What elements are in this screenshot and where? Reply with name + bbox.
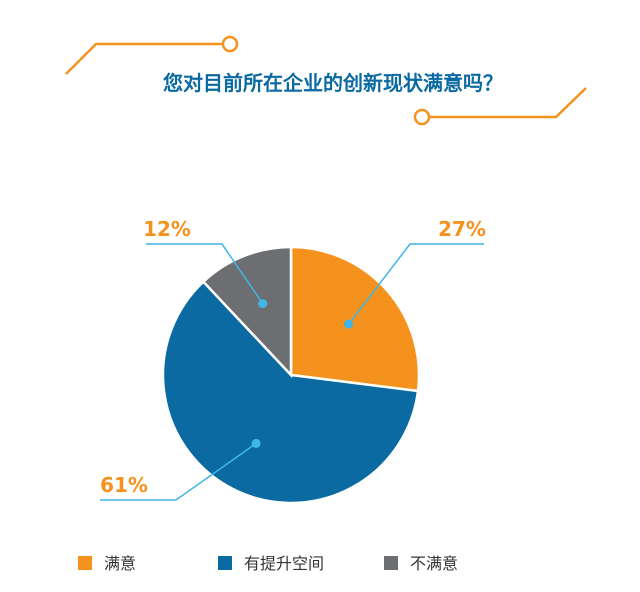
decoration-dot-top xyxy=(221,35,239,53)
leader-dot-2 xyxy=(251,438,261,448)
data-label-2: 61% xyxy=(100,473,148,497)
pie-labels: 27% 61% 12% xyxy=(100,217,486,501)
legend: 满意 有提升空间 不满意 xyxy=(78,554,458,573)
decoration-line-top xyxy=(65,42,222,75)
legend-swatch-1 xyxy=(78,556,92,570)
data-label-3: 12% xyxy=(143,217,191,241)
legend-swatch-2 xyxy=(218,556,232,570)
decoration-line-right xyxy=(430,87,587,119)
pie-slice-2 xyxy=(161,279,420,505)
data-label-1: 27% xyxy=(438,217,486,241)
leader-line-3 xyxy=(146,243,264,305)
legend-label-1: 满意 xyxy=(104,554,136,573)
chart-title: 您对目前所在企业的创新现状满意吗？ xyxy=(163,71,503,95)
legend-swatch-3 xyxy=(384,556,398,570)
leader-line-2 xyxy=(100,442,257,501)
leader-line-1 xyxy=(348,243,484,325)
legend-label-3: 不满意 xyxy=(410,554,458,573)
decoration-dot-right xyxy=(413,108,431,126)
pie-slices xyxy=(161,245,421,505)
legend-label-2: 有提升空间 xyxy=(244,554,324,573)
pie-slice-3 xyxy=(201,245,293,379)
leader-dot-1 xyxy=(344,319,354,329)
pie-slice-1 xyxy=(289,245,421,393)
leader-dot-3 xyxy=(258,299,268,309)
